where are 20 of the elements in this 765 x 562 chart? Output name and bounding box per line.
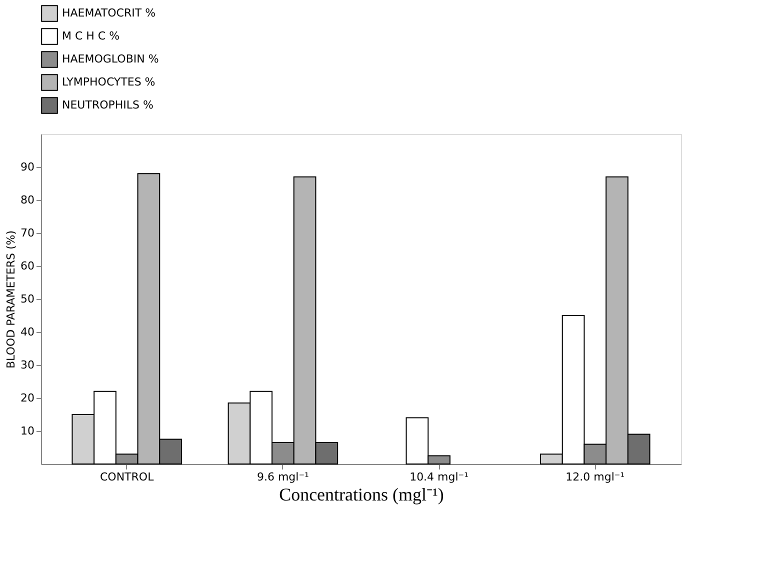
legend-label: HAEMATOCRIT % [62,6,156,20]
y-tick-label: 10 [20,424,34,438]
y-tick-label: 60 [20,260,34,272]
x-tick-label: CONTROL [100,470,155,484]
x-tick-label: 9.6 mgl⁻¹ [256,470,309,484]
y-tick-label: 40 [20,326,34,338]
x-axis-title: Concentrations (mgl⁻¹) [279,484,444,504]
legend-label: NEUTROPHILS % [62,98,154,112]
legend-label: HAEMOGLOBIN % [62,52,159,66]
y-tick-label: 50 [20,292,34,306]
legend-label: LYMPHOCYTES % [62,76,156,88]
y-tick-label: 90 [20,160,34,174]
y-axis-title: BLOOD PARAMETERS (%) [4,230,18,369]
y-tick-label: 20 [20,392,34,404]
y-tick-label: 30 [20,358,34,372]
x-tick-label: 12.0 mgl⁻¹ [566,470,625,484]
y-tick-label: 70 [20,226,34,240]
y-tick-label: 80 [20,194,34,206]
legend-label: M C H C % [62,30,120,42]
x-tick-label: 10.4 mgl⁻¹ [410,470,469,484]
